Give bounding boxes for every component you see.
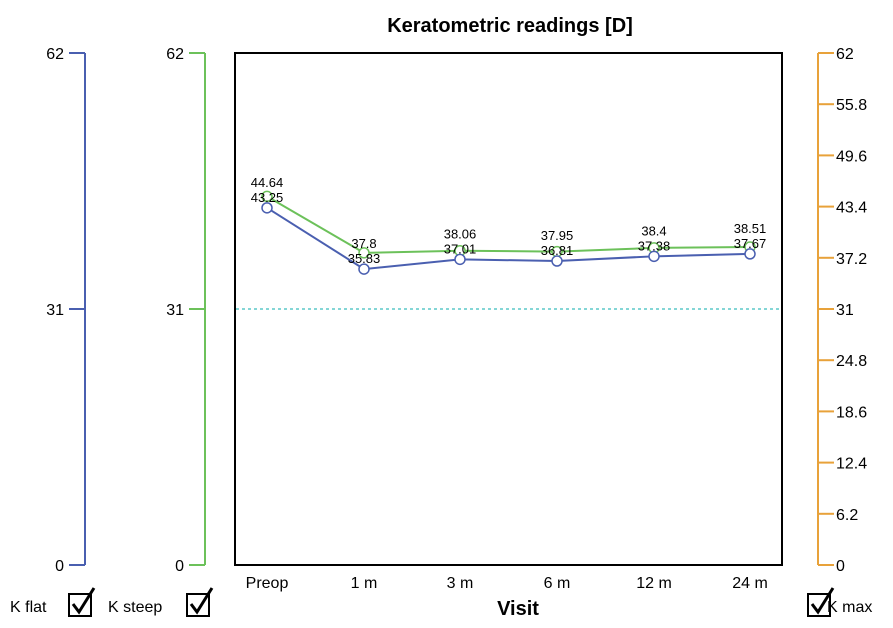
k-max-axis-tick-label: 0: [836, 558, 845, 575]
k-max-axis-tick-label: 49.6: [836, 148, 867, 165]
k-steep-data-point: [261, 190, 273, 203]
k-flat-axis-tick-label: 62: [46, 46, 64, 63]
k-max-axis-tick-label: 43.4: [836, 200, 867, 217]
k-steep-data-label: 37.95: [541, 228, 574, 243]
legend-k-steep-label: K steep: [108, 599, 162, 616]
k-flat-series-line: [266, 206, 751, 271]
k-max-axis-tick-label: 31: [836, 302, 854, 319]
legend-k-steep-checkbox[interactable]: [186, 587, 214, 617]
k-max-axis-tick-label: 55.8: [836, 97, 867, 114]
x-axis-category-label: 24 m: [732, 575, 768, 592]
k-steep-data-label: 38.51: [734, 221, 767, 236]
k-max-axis-tick-label: 24.8: [836, 353, 867, 370]
k-flat-data-label: 37.38: [638, 238, 671, 253]
k-steep-data-label: 44.64: [251, 175, 284, 190]
checkmark-icon: [810, 587, 835, 615]
x-axis-category-label: 1 m: [351, 575, 378, 592]
legend-k-flat-label: K flat: [10, 599, 47, 616]
k-steep-axis-tick-label: 0: [175, 558, 184, 575]
k-steep-series-line: [266, 195, 751, 254]
checkmark-icon: [189, 587, 214, 615]
k-flat-axis-tick-label: 31: [46, 302, 64, 319]
k-flat-data-point: [454, 253, 466, 266]
chart-title: Keratometric readings [D]: [387, 15, 633, 37]
x-axis-category-label: Preop: [246, 575, 289, 592]
plot-area: [234, 52, 783, 566]
k-steep-data-label: 38.4: [641, 223, 666, 238]
k-max-axis-tick-label: 62: [836, 46, 854, 63]
k-flat-data-point: [261, 202, 273, 214]
k-steep-axis-tick-label: 31: [166, 302, 184, 319]
x-axis-category-label: 6 m: [544, 575, 571, 592]
k-max-axis-tick-label: 18.6: [836, 404, 867, 421]
k-flat-data-point: [551, 255, 563, 267]
k-flat-data-label: 37.01: [444, 241, 477, 256]
k-steep-data-label: 38.06: [444, 226, 477, 241]
x-axis-label: Visit: [497, 598, 539, 620]
k-max-axis-tick-label: 37.2: [836, 251, 867, 268]
k-flat-data-point: [358, 263, 370, 275]
k-steep-data-point: [358, 247, 370, 259]
k-flat-axis-tick-label: 0: [55, 558, 64, 575]
k-flat-data-label: 35.83: [348, 251, 381, 266]
k-flat-data-label: 43.25: [251, 190, 284, 205]
k-max-axis-tick-label: 12.4: [836, 456, 867, 473]
checkmark-icon: [71, 587, 96, 615]
k-max-axis-tick-label: 6.2: [836, 507, 858, 524]
legend-k-max-label: K max: [827, 599, 872, 616]
k-steep-data-label: 37.8: [351, 236, 376, 251]
x-axis-category-label: 12 m: [636, 575, 672, 592]
k-flat-data-point: [648, 250, 660, 263]
k-flat-data-point: [744, 248, 756, 260]
k-flat-data-label: 36.81: [541, 243, 574, 258]
x-axis-category-label: 3 m: [447, 575, 474, 592]
legend-k-flat-checkbox[interactable]: [68, 587, 96, 617]
legend-k-max-checkbox[interactable]: [807, 587, 835, 617]
k-steep-axis-tick-label: 62: [166, 46, 184, 63]
k-flat-data-label: 37.67: [734, 236, 767, 251]
